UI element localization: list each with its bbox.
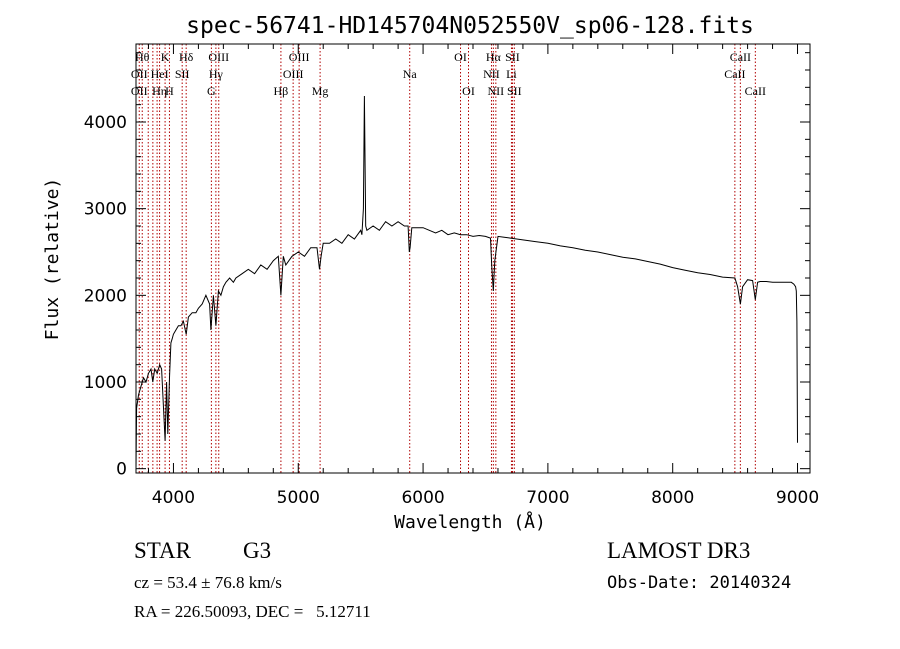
x-axis-label: Wavelength (Å) <box>394 511 546 533</box>
y-tick-label: 0 <box>116 460 127 480</box>
line-label: Hη <box>152 84 167 98</box>
line-label: CaII <box>745 84 766 98</box>
y-tick-label: 4000 <box>84 113 127 133</box>
line-label: OII <box>131 84 148 98</box>
line-label: Mg <box>312 84 329 98</box>
line-label: OI <box>454 50 467 64</box>
line-label: Hδ <box>179 50 194 64</box>
line-label: OI <box>462 84 475 98</box>
survey-name: LAMOST DR3 <box>607 538 751 563</box>
plot-frame <box>135 43 811 474</box>
spectral-subclass: G3 <box>243 538 272 563</box>
x-tick-label: 9000 <box>776 488 819 508</box>
line-label: K <box>161 50 170 64</box>
line-label: Li <box>506 67 517 81</box>
redshift-cz: cz = 53.4 ± 76.8 km/s <box>134 573 282 592</box>
line-label: OII <box>131 67 148 81</box>
line-label: SII <box>507 84 522 98</box>
y-axis-label: Flux (relative) <box>42 178 63 341</box>
ra-dec: RA = 226.50093, DEC = 5.12711 <box>134 602 371 621</box>
chart-title: spec-56741-HD145704N052550V_sp06-128.fit… <box>186 13 754 39</box>
x-tick-label: 5000 <box>277 488 320 508</box>
y-axis: 0 1000 2000 3000 4000 <box>84 52 810 480</box>
line-label: NII <box>483 67 500 81</box>
line-label: Hθ <box>135 50 150 64</box>
y-tick-label: 3000 <box>84 200 127 220</box>
line-label: OIII <box>283 67 304 81</box>
line-label: H <box>165 84 174 98</box>
line-label: SII <box>175 67 190 81</box>
y-tick-label: 2000 <box>84 286 127 306</box>
line-label: CaII <box>730 50 751 64</box>
x-tick-label: 6000 <box>401 488 444 508</box>
x-tick-label: 7000 <box>526 488 569 508</box>
line-label: G <box>207 84 216 98</box>
line-label: Na <box>403 67 418 81</box>
line-labels: HθOIIOIIHeIHηKHSIIHδGHγOIIIHβOIIIOIIIMgN… <box>131 50 766 98</box>
line-label: CaII <box>724 67 745 81</box>
line-label: Hγ <box>209 67 224 81</box>
x-tick-label: 4000 <box>152 488 195 508</box>
line-label: OIII <box>208 50 229 64</box>
line-label: HeI <box>151 67 169 81</box>
x-axis: 4000 5000 6000 7000 8000 9000 <box>147 44 819 508</box>
y-tick-label: 1000 <box>84 373 127 393</box>
x-tick-label: 8000 <box>651 488 694 508</box>
observation-date: Obs-Date: 20140324 <box>607 573 792 593</box>
object-type: STAR <box>134 538 191 563</box>
line-label: SII <box>505 50 520 64</box>
line-label: OIII <box>289 50 310 64</box>
line-label: Hα <box>486 50 502 64</box>
line-label: NII <box>488 84 505 98</box>
line-markers <box>138 44 756 473</box>
spectrum-line <box>135 95 798 469</box>
line-label: Hβ <box>274 84 289 98</box>
